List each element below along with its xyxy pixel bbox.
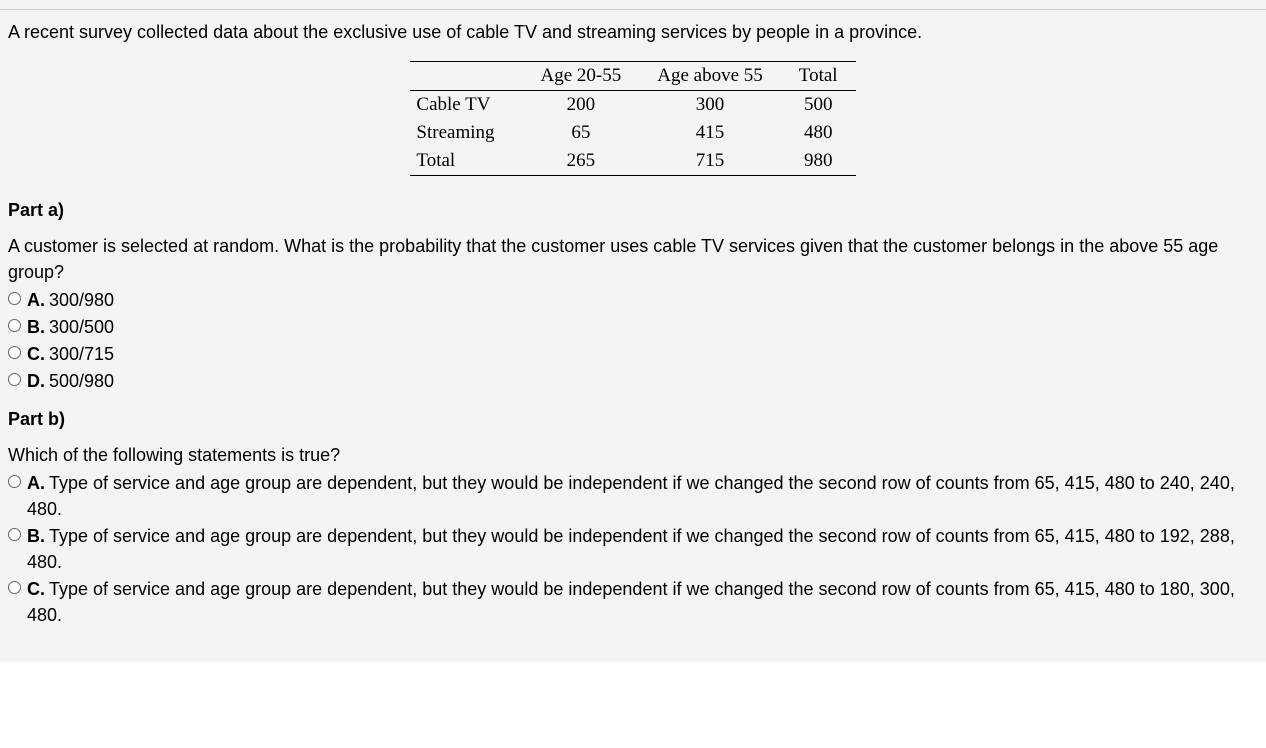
- option-text: 500/980: [49, 371, 114, 391]
- radio-icon[interactable]: [8, 373, 21, 386]
- table-row: Total 265 715 980: [410, 147, 855, 176]
- radio-icon[interactable]: [8, 319, 21, 332]
- option-text: 300/715: [49, 344, 114, 364]
- option-letter: B.: [27, 526, 45, 546]
- contingency-table: Age 20-55 Age above 55 Total Cable TV 20…: [410, 61, 855, 176]
- option-text: Type of service and age group are depend…: [27, 579, 1235, 625]
- radio-icon[interactable]: [8, 346, 21, 359]
- option-letter: B.: [27, 317, 45, 337]
- table-cell: 300: [639, 91, 781, 120]
- option-letter: D.: [27, 371, 45, 391]
- table-cell: 980: [781, 147, 856, 176]
- table-row: Streaming 65 415 480: [410, 119, 855, 147]
- part-b-heading: Part b): [8, 409, 1258, 430]
- radio-icon[interactable]: [8, 292, 21, 305]
- intro-text: A recent survey collected data about the…: [8, 22, 1258, 43]
- option-row[interactable]: B.Type of service and age group are depe…: [8, 523, 1258, 575]
- table-cell: 65: [523, 119, 640, 147]
- table-row-label: Streaming: [410, 119, 522, 147]
- top-divider: [0, 0, 1266, 10]
- radio-icon[interactable]: [8, 528, 21, 541]
- table-header-row: Age 20-55 Age above 55 Total: [410, 62, 855, 91]
- option-text: Type of service and age group are depend…: [27, 473, 1235, 519]
- table-col-header: Age above 55: [639, 62, 781, 91]
- part-b-question: Which of the following statements is tru…: [8, 442, 1258, 468]
- table-header-empty: [410, 62, 522, 91]
- option-row[interactable]: C.Type of service and age group are depe…: [8, 576, 1258, 628]
- option-row[interactable]: A.300/980: [8, 287, 1258, 313]
- radio-icon[interactable]: [8, 475, 21, 488]
- radio-icon[interactable]: [8, 581, 21, 594]
- data-table-container: Age 20-55 Age above 55 Total Cable TV 20…: [8, 61, 1258, 176]
- table-row-label: Cable TV: [410, 91, 522, 120]
- option-text: 300/500: [49, 317, 114, 337]
- part-b-options: A.Type of service and age group are depe…: [8, 470, 1258, 629]
- table-row: Cable TV 200 300 500: [410, 91, 855, 120]
- table-cell: 415: [639, 119, 781, 147]
- option-text: 300/980: [49, 290, 114, 310]
- part-a-options: A.300/980 B.300/500 C.300/715 D.500/980: [8, 287, 1258, 394]
- option-text: Type of service and age group are depend…: [27, 526, 1235, 572]
- option-row[interactable]: B.300/500: [8, 314, 1258, 340]
- table-cell: 200: [523, 91, 640, 120]
- table-cell: 500: [781, 91, 856, 120]
- option-row[interactable]: C.300/715: [8, 341, 1258, 367]
- table-cell: 715: [639, 147, 781, 176]
- table-cell: 265: [523, 147, 640, 176]
- option-row[interactable]: D.500/980: [8, 368, 1258, 394]
- option-letter: C.: [27, 579, 45, 599]
- part-a-question: A customer is selected at random. What i…: [8, 233, 1258, 285]
- option-letter: C.: [27, 344, 45, 364]
- table-col-header: Age 20-55: [523, 62, 640, 91]
- table-row-label: Total: [410, 147, 522, 176]
- option-letter: A.: [27, 290, 45, 310]
- option-row[interactable]: A.Type of service and age group are depe…: [8, 470, 1258, 522]
- option-letter: A.: [27, 473, 45, 493]
- table-cell: 480: [781, 119, 856, 147]
- table-col-header: Total: [781, 62, 856, 91]
- part-a-heading: Part a): [8, 200, 1258, 221]
- question-content: A recent survey collected data about the…: [0, 10, 1266, 662]
